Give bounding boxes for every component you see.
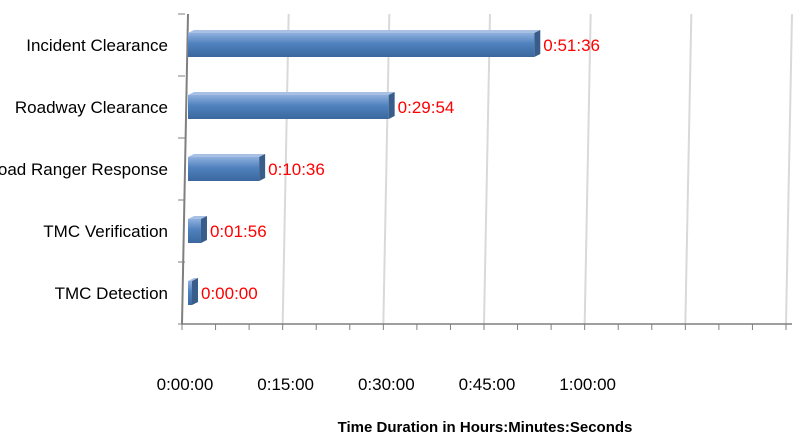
- bar-top-face: [188, 154, 266, 157]
- axes: [178, 13, 792, 330]
- grid-line: [281, 13, 290, 325]
- category-labels: Incident Clearance Roadway Clearance Road …: [0, 36, 168, 303]
- bar-3: [188, 216, 207, 243]
- grid-line: [382, 13, 391, 325]
- data-labels: 0:51:36 0:29:54 0:10:36 0:01:56 0:00:00: [201, 36, 600, 303]
- grid-line: [684, 13, 693, 325]
- x-tick-labels: 0:00:00 0:15:00 0:30:00 0:45:00 1:00:00: [157, 375, 616, 394]
- bar-side-face: [534, 30, 541, 57]
- data-label: 0:10:36: [268, 160, 325, 179]
- x-axis-title: Time Duration in Hours:Minutes:Seconds: [338, 419, 633, 436]
- bar-top-face: [188, 30, 541, 33]
- bar-side-face: [200, 216, 207, 243]
- data-label: 0:01:56: [210, 222, 267, 241]
- category-label: TMC Detection: [55, 284, 168, 303]
- bar-top-face: [188, 216, 207, 219]
- data-label: 0:29:54: [398, 98, 455, 117]
- bar-front-face: [188, 33, 535, 57]
- category-label: Roadway Clearance: [15, 98, 168, 117]
- grid-lines: [281, 13, 793, 325]
- bar-2: [188, 154, 266, 181]
- bar-0: [188, 30, 541, 57]
- bar-side-face: [388, 92, 395, 119]
- bar-top-face: [188, 92, 395, 95]
- bar-1: [188, 92, 395, 119]
- grid-line: [785, 13, 793, 325]
- category-label: Incident Clearance: [26, 36, 168, 55]
- bar-front-face: [188, 281, 192, 305]
- bar-side-face: [259, 154, 266, 181]
- data-label: 0:51:36: [543, 36, 600, 55]
- grid-line: [483, 13, 491, 325]
- bars: [188, 30, 541, 305]
- y-axis-line: [181, 13, 189, 325]
- bar-front-face: [188, 157, 260, 181]
- bar-front-face: [188, 219, 201, 243]
- x-tick-label: 0:15:00: [257, 375, 314, 394]
- bar-front-face: [188, 95, 389, 119]
- bar-side-face: [192, 278, 198, 305]
- bar-4: [188, 278, 198, 305]
- category-label: Road Ranger Response: [0, 160, 168, 179]
- x-tick-label: 1:00:00: [559, 375, 616, 394]
- data-label: 0:00:00: [201, 284, 258, 303]
- category-label: TMC Verification: [43, 222, 168, 241]
- bar-top-face: [188, 278, 198, 281]
- grid-line: [583, 13, 592, 325]
- x-tick-label: 0:00:00: [157, 375, 214, 394]
- x-tick-label: 0:30:00: [358, 375, 415, 394]
- x-tick-label: 0:45:00: [459, 375, 516, 394]
